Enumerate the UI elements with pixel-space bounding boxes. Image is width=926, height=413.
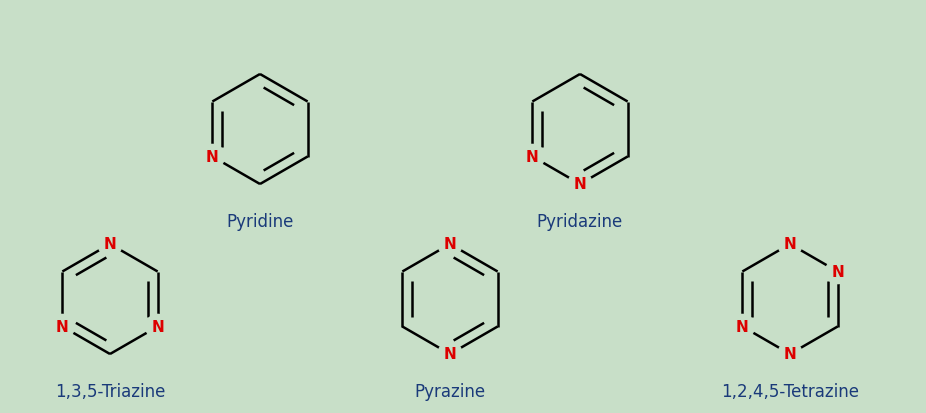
Text: 1,2,4,5-Tetrazine: 1,2,4,5-Tetrazine	[721, 382, 859, 400]
Circle shape	[568, 173, 592, 197]
Circle shape	[438, 233, 462, 256]
Circle shape	[826, 260, 850, 284]
Circle shape	[98, 233, 122, 256]
Text: N: N	[573, 177, 586, 192]
Circle shape	[731, 315, 755, 339]
Text: 1,3,5-Triazine: 1,3,5-Triazine	[55, 382, 165, 400]
Text: N: N	[526, 150, 539, 165]
Circle shape	[778, 342, 802, 366]
Circle shape	[50, 315, 74, 339]
Text: N: N	[104, 237, 117, 252]
Text: N: N	[783, 237, 796, 252]
Circle shape	[778, 233, 802, 256]
Circle shape	[520, 145, 544, 169]
Text: Pyridazine: Pyridazine	[537, 212, 623, 230]
Text: N: N	[444, 347, 457, 362]
Circle shape	[200, 145, 224, 169]
Circle shape	[145, 315, 169, 339]
Text: N: N	[151, 319, 164, 334]
Text: N: N	[444, 237, 457, 252]
Text: N: N	[206, 150, 219, 165]
Text: N: N	[783, 347, 796, 362]
Text: N: N	[736, 319, 749, 334]
Text: Pyrazine: Pyrazine	[415, 382, 485, 400]
Text: N: N	[56, 319, 69, 334]
Circle shape	[438, 342, 462, 366]
Text: N: N	[832, 264, 844, 279]
Text: Pyridine: Pyridine	[226, 212, 294, 230]
